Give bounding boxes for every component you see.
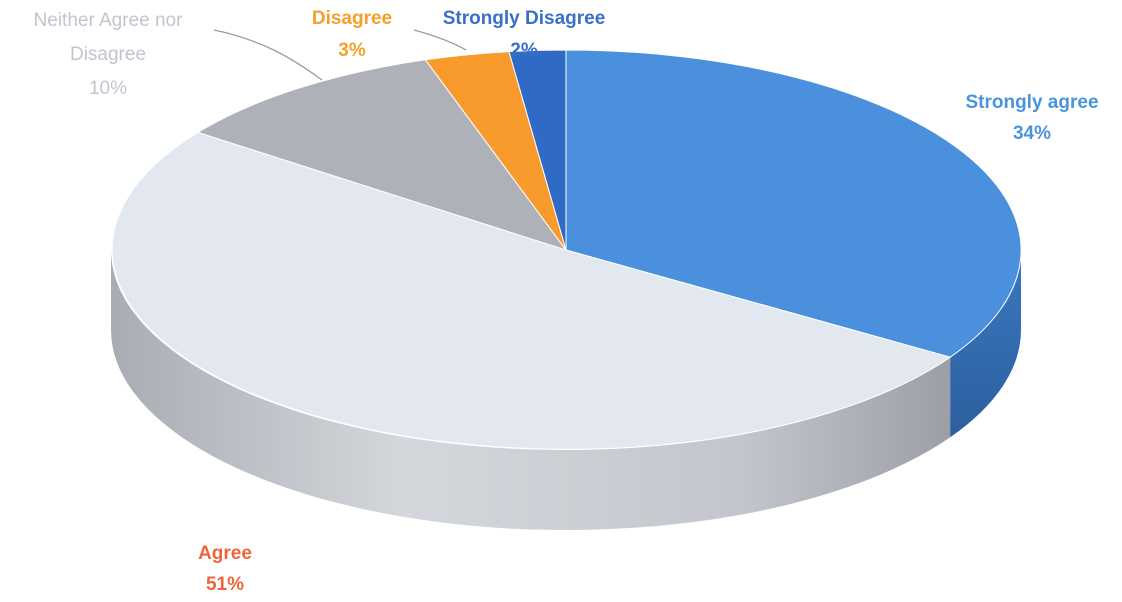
pie-slice-strongly-disagree [508, 49, 567, 251]
label-disagree-percent: 3% [338, 40, 366, 61]
data-labels: Strongly agree 34% Agree 51% Neither Agr… [34, 8, 1099, 595]
pie-slice-strongly-agree [565, 49, 1022, 358]
leader-line-neither [213, 29, 323, 81]
leader-lines [213, 29, 467, 81]
pie-slices [111, 49, 1022, 450]
label-disagree-name: Disagree [312, 8, 392, 29]
label-strongly-disagree-percent: 2% [510, 40, 538, 61]
label-strongly-agree-percent: 34% [1013, 123, 1051, 144]
label-neither-line2: Disagree [70, 44, 146, 65]
pie-slice-neither-agree-nor-disagree [196, 59, 568, 251]
label-strongly-agree-name: Strongly agree [965, 92, 1098, 113]
pie-side-strongly-agree [950, 250, 1022, 438]
label-neither-percent: 10% [89, 78, 127, 99]
label-agree-name: Agree [198, 543, 252, 564]
pie-side-agree [110, 250, 951, 531]
label-neither-line1: Neither Agree nor [34, 10, 184, 31]
leader-line-disagree [413, 29, 467, 51]
label-agree-percent: 51% [206, 574, 244, 595]
pie-slice-agree [111, 131, 952, 450]
label-strongly-disagree-name: Strongly Disagree [443, 8, 606, 29]
pie-side [110, 250, 1022, 531]
